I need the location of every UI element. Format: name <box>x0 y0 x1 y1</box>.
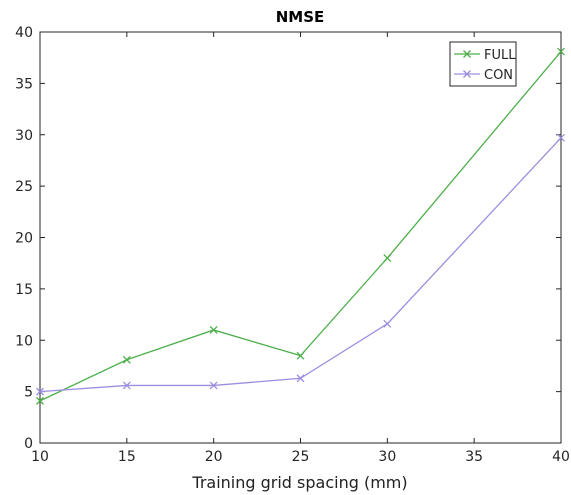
y-tick-label: 40 <box>15 25 33 41</box>
data-point-full <box>296 351 305 360</box>
y-tick-label: 10 <box>15 333 33 349</box>
plot-area: 10 15 20 25 30 35 40 0 5 10 15 20 25 30 35 40 FULL CON <box>15 25 570 465</box>
y-tick-label: 35 <box>15 76 33 92</box>
series-line-con <box>39 137 562 393</box>
y-tick-label: 0 <box>24 436 33 452</box>
legend-marker-full <box>463 50 471 58</box>
x-tick-label: 40 <box>552 449 570 465</box>
axes-box <box>39 31 562 444</box>
y-tick-label: 30 <box>15 128 33 144</box>
data-point-full <box>36 396 44 405</box>
x-tick-label: 20 <box>205 449 223 465</box>
y-tick-label: 15 <box>15 282 33 298</box>
y-tick-label: 25 <box>15 179 33 195</box>
legend-box <box>449 41 517 87</box>
x-axis-label: Training grid spacing (mm) <box>191 473 407 492</box>
data-point-con <box>36 387 44 396</box>
y-tick-label: 20 <box>15 231 33 247</box>
data-point-full <box>122 355 131 364</box>
data-point-con <box>296 374 305 383</box>
data-point-full <box>557 47 565 56</box>
series-line-full <box>39 51 562 402</box>
x-tick-label: 35 <box>465 449 483 465</box>
x-tick-label: 10 <box>31 449 49 465</box>
legend-label-con: CON <box>484 68 513 83</box>
data-point-con <box>209 381 218 390</box>
y-tick-label: 5 <box>24 385 33 401</box>
x-tick-label: 30 <box>378 449 396 465</box>
data-point-con <box>122 381 131 390</box>
chart-title: NMSE <box>276 8 325 26</box>
legend-marker-con <box>463 70 471 78</box>
x-tick-label: 15 <box>118 449 136 465</box>
x-tick-label: 25 <box>292 449 310 465</box>
data-point-full <box>383 254 392 263</box>
data-point-con <box>557 133 565 142</box>
data-point-full <box>209 326 218 334</box>
data-point-con <box>383 319 392 328</box>
legend-label-full: FULL <box>484 48 516 63</box>
